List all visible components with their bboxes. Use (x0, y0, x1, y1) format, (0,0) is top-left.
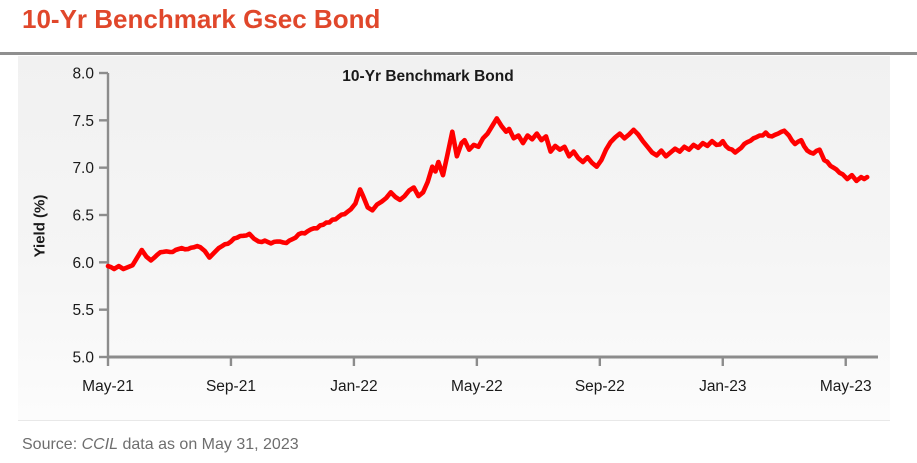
source-ccil: CCIL (81, 436, 119, 453)
x-tick-label: May-23 (820, 378, 872, 395)
x-tick-label: Jan-23 (699, 378, 746, 395)
y-tick-label: 7.0 (72, 160, 94, 177)
y-tick-label: 8.0 (72, 66, 94, 83)
x-tick-label: Sep-21 (206, 378, 256, 395)
chart-title: 10-Yr Benchmark Bond (342, 68, 514, 85)
y-tick-label: 5.5 (72, 302, 94, 319)
y-tick-label: 7.5 (72, 113, 94, 130)
source-note: Source: CCIL data as on May 31, 2023 (22, 436, 299, 454)
y-tick-label: 6.0 (72, 255, 94, 272)
x-tick-label: Jan-22 (330, 378, 377, 395)
x-tick-label: Sep-22 (575, 378, 625, 395)
page-title: 10-Yr Benchmark Gsec Bond (22, 4, 381, 34)
x-tick-label: May-21 (82, 378, 134, 395)
source-suffix: data as on May 31, 2023 (118, 436, 299, 453)
title-separator (0, 52, 917, 55)
y-tick-label: 6.5 (72, 208, 94, 225)
yield-line-series (105, 116, 870, 272)
source-prefix: Source: (22, 436, 82, 453)
x-tick-label: May-22 (451, 378, 503, 395)
chart-panel (18, 56, 890, 421)
y-tick-label: 5.0 (72, 350, 94, 367)
